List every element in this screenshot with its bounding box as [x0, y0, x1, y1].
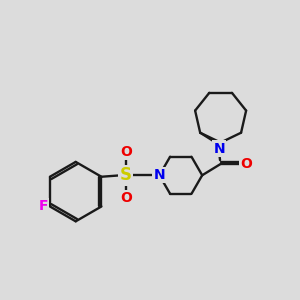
- Text: N: N: [154, 168, 165, 182]
- Text: F: F: [39, 200, 48, 214]
- Text: O: O: [120, 191, 132, 205]
- Text: O: O: [240, 157, 252, 171]
- Text: S: S: [120, 166, 132, 184]
- Text: O: O: [120, 146, 132, 159]
- Text: N: N: [213, 142, 225, 155]
